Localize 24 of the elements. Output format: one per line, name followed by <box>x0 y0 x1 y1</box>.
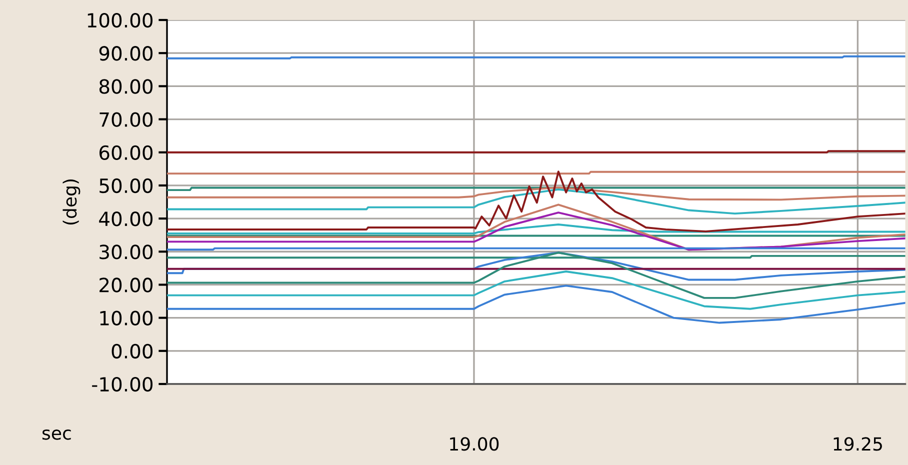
y-tick-label: 30.00 <box>100 244 153 260</box>
y-tick-label: 80.00 <box>99 79 153 94</box>
y-tick-label: 100.00 <box>88 12 153 28</box>
y-tick-label: 20.00 <box>100 278 153 292</box>
y-tick-label: 70.00 <box>100 112 153 127</box>
line-series <box>167 270 906 310</box>
y-tick-label: 40.00 <box>99 212 153 226</box>
line-series <box>167 284 906 324</box>
line-series <box>167 188 906 215</box>
y-tick-label: 50.00 <box>100 178 153 194</box>
y-tick-label: 90.00 <box>99 46 153 61</box>
line-series <box>167 252 906 299</box>
y-axis-title: (deg) <box>62 179 80 225</box>
y-tick-label: 10.00 <box>100 310 153 326</box>
line-series <box>167 186 906 201</box>
x-axis-title: sec <box>42 429 71 440</box>
line-series <box>167 170 906 232</box>
y-tick-label: 0.00 <box>112 344 153 359</box>
y-tick-label: 60.00 <box>100 145 153 160</box>
y-tick-label: -10.00 <box>92 376 153 392</box>
x-tick-label: 19.00 <box>450 437 499 451</box>
line-series <box>167 224 906 234</box>
x-tick-label: 19.25 <box>834 437 882 451</box>
line-series <box>167 212 906 251</box>
